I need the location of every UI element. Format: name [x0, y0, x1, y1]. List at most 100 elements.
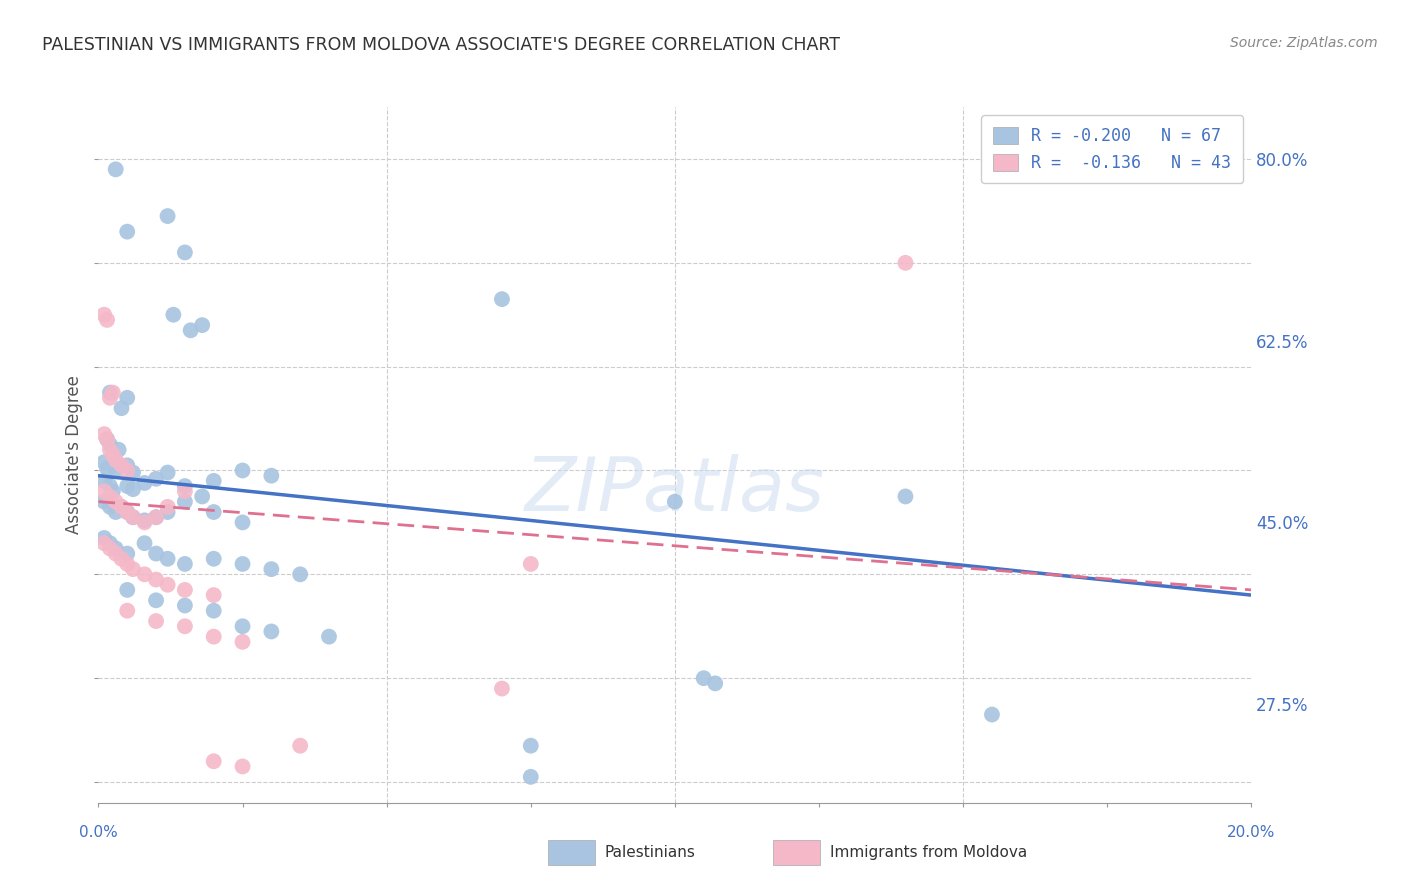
Point — [231, 619, 254, 633]
Point — [96, 433, 118, 447]
Point — [491, 681, 513, 696]
Point — [520, 770, 543, 784]
Point — [260, 562, 283, 576]
Point — [156, 466, 179, 480]
Point — [110, 551, 132, 566]
Point — [134, 513, 156, 527]
Point — [202, 630, 225, 644]
Point — [98, 391, 121, 405]
Point — [231, 516, 254, 530]
Point — [93, 308, 115, 322]
Point — [156, 551, 179, 566]
Point — [110, 458, 132, 473]
Point — [202, 754, 225, 768]
Point — [704, 676, 727, 690]
Point — [104, 453, 127, 467]
Point — [104, 162, 127, 177]
Point — [110, 401, 132, 416]
Text: Source: ZipAtlas.com: Source: ZipAtlas.com — [1230, 36, 1378, 50]
Point — [98, 479, 121, 493]
Point — [290, 739, 312, 753]
Point — [202, 551, 225, 566]
Point — [93, 531, 115, 545]
Point — [93, 494, 115, 508]
Text: 20.0%: 20.0% — [1227, 825, 1275, 840]
Point — [134, 536, 156, 550]
Point — [96, 433, 118, 447]
Point — [145, 573, 167, 587]
Point — [117, 458, 139, 473]
Y-axis label: Associate's Degree: Associate's Degree — [65, 376, 83, 534]
Point — [174, 245, 197, 260]
Point — [134, 475, 156, 490]
Point — [174, 619, 197, 633]
Point — [93, 484, 115, 499]
Point — [117, 557, 139, 571]
Point — [491, 292, 513, 306]
Point — [231, 463, 254, 477]
Point — [894, 490, 917, 504]
Point — [180, 323, 202, 337]
Point — [191, 490, 214, 504]
Point — [145, 614, 167, 628]
Point — [117, 505, 139, 519]
Text: Palestinians: Palestinians — [605, 846, 696, 860]
Point — [122, 510, 145, 524]
Point — [156, 505, 179, 519]
Point — [520, 739, 543, 753]
Point — [98, 385, 121, 400]
Point — [145, 510, 167, 524]
Point — [104, 494, 127, 508]
Point — [174, 479, 197, 493]
Point — [174, 599, 197, 613]
Point — [156, 578, 179, 592]
Point — [156, 209, 179, 223]
Point — [101, 484, 124, 499]
Point — [231, 759, 254, 773]
Point — [122, 510, 145, 524]
Point — [260, 624, 283, 639]
Point — [134, 516, 156, 530]
Text: ZIPatlas: ZIPatlas — [524, 454, 825, 525]
Point — [98, 541, 121, 556]
Point — [693, 671, 716, 685]
Point — [894, 256, 917, 270]
Point — [98, 437, 121, 451]
Point — [664, 494, 686, 508]
Point — [117, 582, 139, 597]
Point — [98, 536, 121, 550]
Text: PALESTINIAN VS IMMIGRANTS FROM MOLDOVA ASSOCIATE'S DEGREE CORRELATION CHART: PALESTINIAN VS IMMIGRANTS FROM MOLDOVA A… — [42, 36, 841, 54]
Point — [145, 510, 167, 524]
Point — [174, 484, 197, 499]
Legend: R = -0.200   N = 67, R =  -0.136   N = 43: R = -0.200 N = 67, R = -0.136 N = 43 — [981, 115, 1243, 184]
Point — [98, 490, 121, 504]
Point — [117, 463, 139, 477]
Point — [122, 562, 145, 576]
Point — [145, 472, 167, 486]
Point — [104, 547, 127, 561]
Point — [117, 391, 139, 405]
Point — [93, 455, 115, 469]
Point — [101, 458, 124, 473]
Point — [117, 505, 139, 519]
Point — [191, 318, 214, 332]
Point — [134, 567, 156, 582]
Point — [117, 547, 139, 561]
Point — [202, 505, 225, 519]
Point — [107, 442, 129, 457]
Point — [104, 463, 127, 477]
Point — [104, 541, 127, 556]
Point — [145, 547, 167, 561]
Point — [96, 461, 118, 475]
Point — [520, 557, 543, 571]
Point — [260, 468, 283, 483]
Point — [117, 604, 139, 618]
Point — [174, 557, 197, 571]
Point — [93, 474, 115, 488]
Text: Immigrants from Moldova: Immigrants from Moldova — [830, 846, 1026, 860]
Point — [231, 557, 254, 571]
Point — [145, 593, 167, 607]
Point — [104, 505, 127, 519]
Point — [290, 567, 312, 582]
Point — [202, 604, 225, 618]
